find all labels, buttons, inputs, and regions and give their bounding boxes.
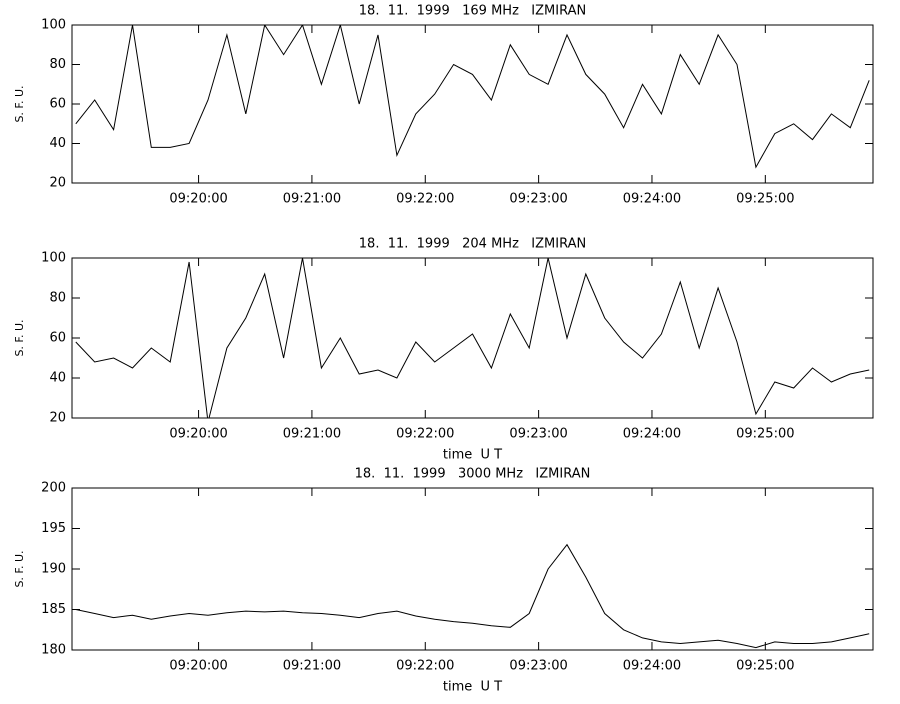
y-tick-label: 100 (41, 18, 66, 33)
x-tick-label: 09:25:00 (736, 659, 794, 674)
x-tick-label: 09:25:00 (736, 192, 794, 207)
y-tick-label: 40 (49, 371, 66, 386)
x-tick-label: 09:25:00 (736, 427, 794, 442)
chart-title: 18. 11. 1999 204 MHz IZMIRAN (359, 237, 586, 252)
y-axis-label: S. F. U. (13, 550, 26, 587)
plot-frame (71, 24, 874, 184)
y-axis-label: S. F. U. (13, 319, 26, 356)
chart-title: 18. 11. 1999 169 MHz IZMIRAN (359, 4, 586, 19)
x-tick-label: 09:20:00 (169, 659, 227, 674)
y-tick-label: 180 (41, 643, 66, 658)
x-tick-label: 09:24:00 (623, 192, 681, 207)
x-tick-label: 09:21:00 (283, 659, 341, 674)
y-tick-label: 80 (49, 291, 66, 306)
data-line (75, 543, 870, 649)
y-tick-label: 20 (49, 176, 66, 191)
x-tick-label: 09:22:00 (396, 659, 454, 674)
y-axis-label: S. F. U. (13, 85, 26, 122)
x-tick-label: 09:24:00 (623, 427, 681, 442)
x-tick-label: 09:22:00 (396, 192, 454, 207)
y-tick-label: 190 (41, 562, 66, 577)
y-tick-label: 100 (41, 251, 66, 266)
x-tick-label: 09:23:00 (509, 427, 567, 442)
y-tick-label: 200 (41, 481, 66, 496)
x-tick-label: 09:23:00 (509, 192, 567, 207)
x-tick-label: 09:23:00 (509, 659, 567, 674)
y-tick-label: 195 (41, 521, 66, 536)
x-tick-label: 09:20:00 (169, 427, 227, 442)
y-tick-label: 80 (49, 57, 66, 72)
y-tick-label: 20 (49, 411, 66, 426)
y-tick-label: 185 (41, 602, 66, 617)
x-tick-label: 09:20:00 (169, 192, 227, 207)
x-tick-label: 09:21:00 (283, 192, 341, 207)
plot-frame (71, 487, 874, 651)
x-tick-label: 09:24:00 (623, 659, 681, 674)
y-tick-label: 60 (49, 97, 66, 112)
y-tick-label: 60 (49, 331, 66, 346)
data-line (75, 258, 870, 418)
x-axis-label: time U T (443, 680, 502, 695)
data-line (75, 25, 870, 169)
plot-frame (71, 257, 874, 419)
y-tick-label: 40 (49, 136, 66, 151)
chart-title: 18. 11. 1999 3000 MHz IZMIRAN (355, 467, 591, 482)
x-axis-label: time U T (443, 448, 502, 463)
x-tick-label: 09:22:00 (396, 427, 454, 442)
x-tick-label: 09:21:00 (283, 427, 341, 442)
